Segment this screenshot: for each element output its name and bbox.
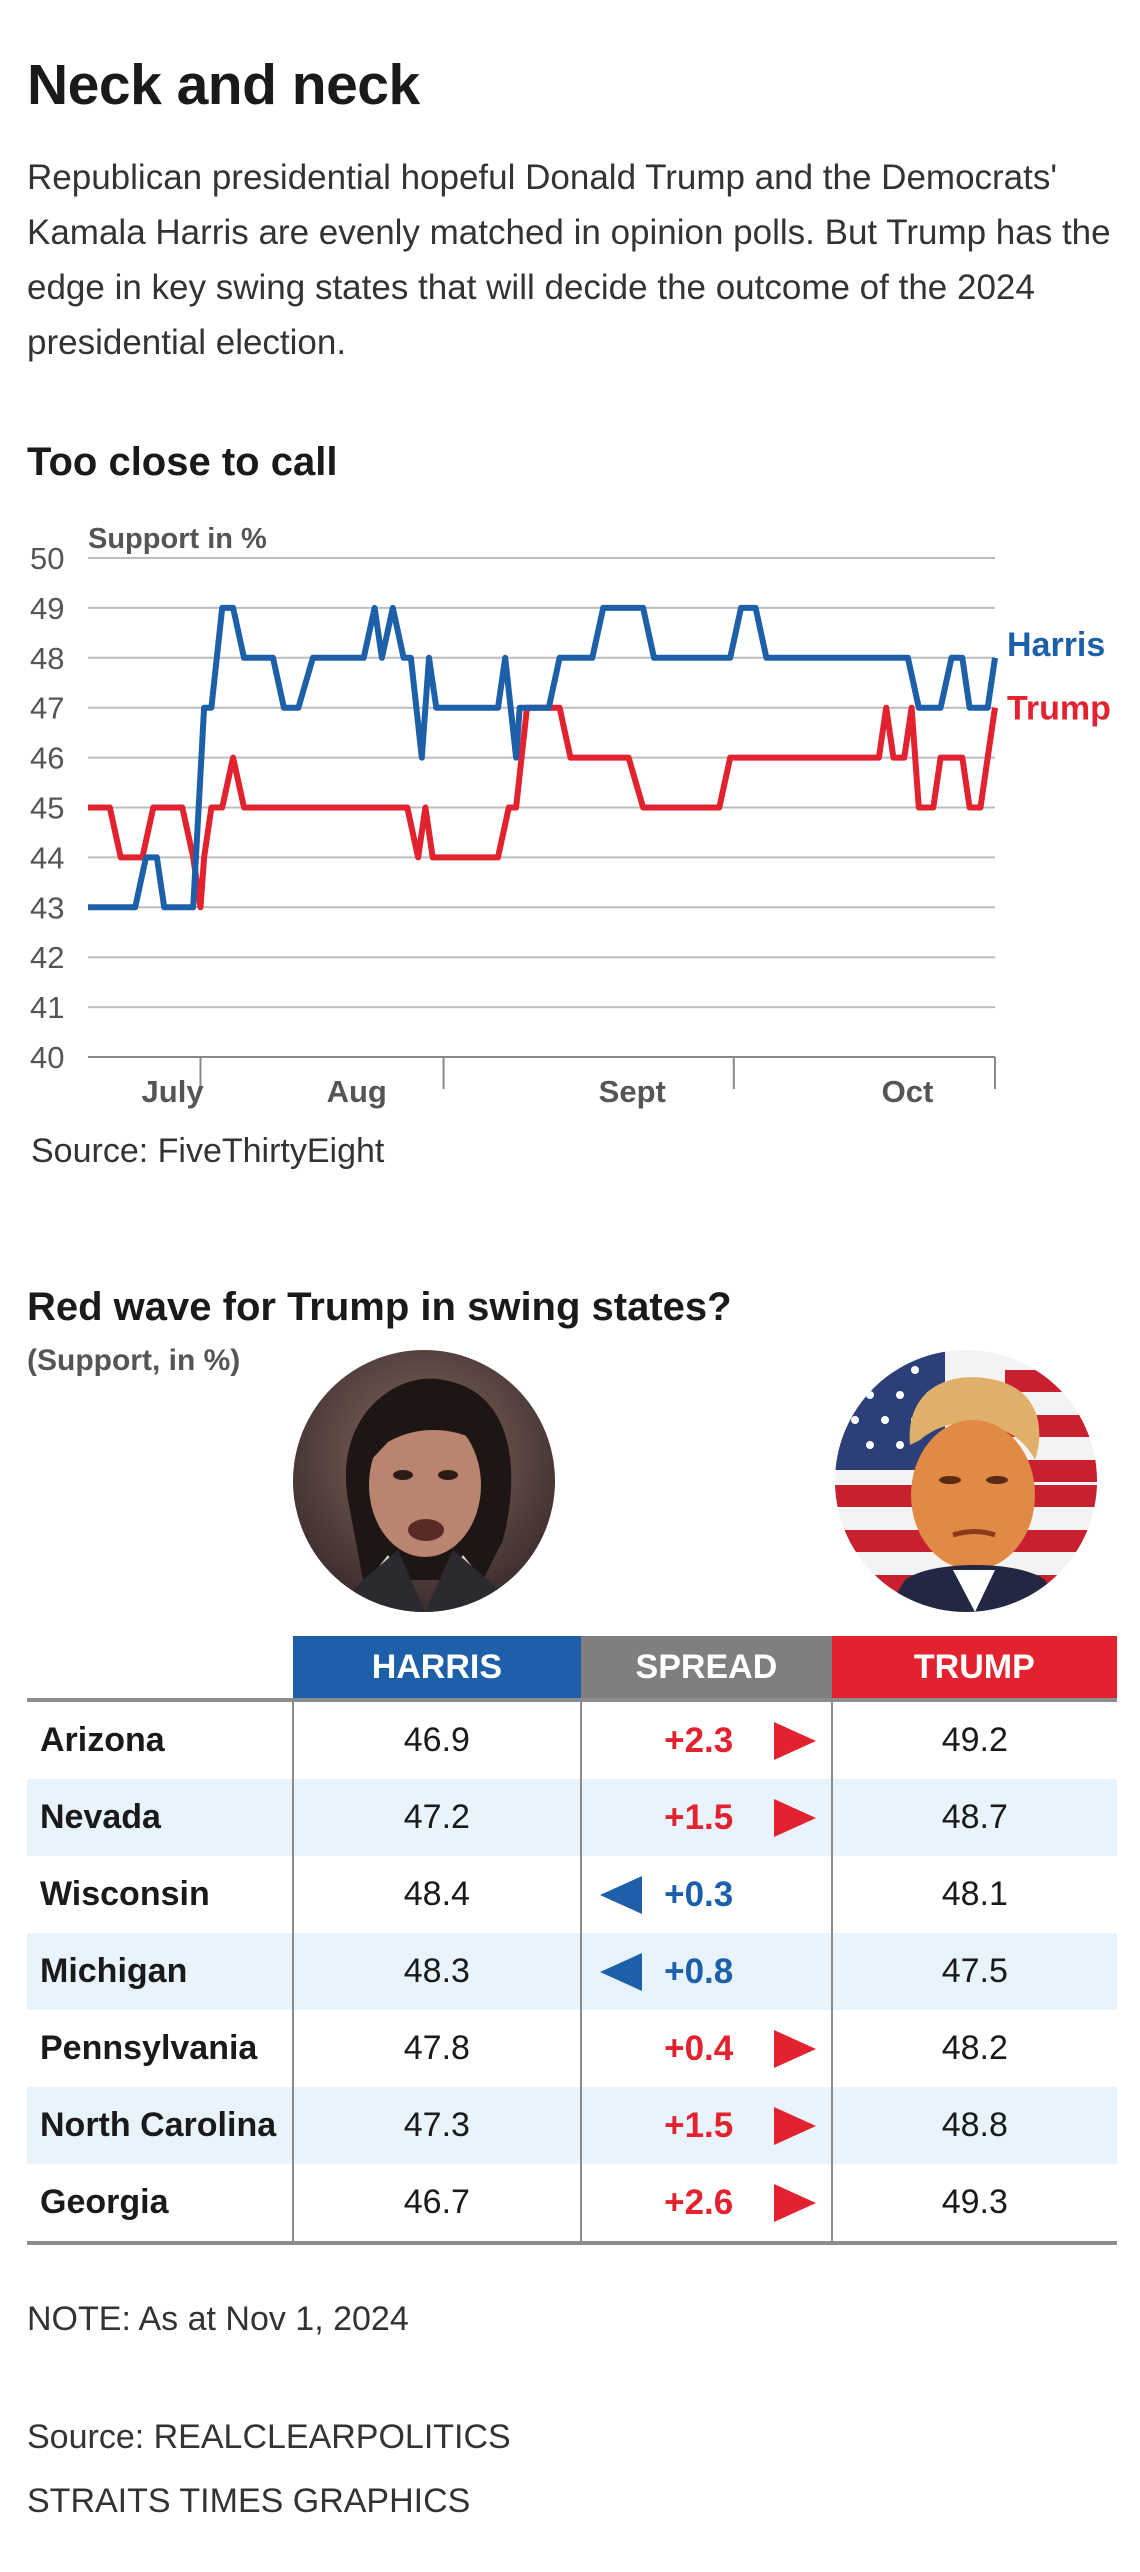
y-tick-label: 46 xyxy=(30,741,64,776)
line-chart-title: Too close to call xyxy=(27,440,338,484)
spread-value: +0.3 xyxy=(664,1874,734,1914)
spread-cell: +0.3 xyxy=(580,1856,832,1933)
trump-value: 48.2 xyxy=(830,2010,1117,2087)
y-tick-label: 40 xyxy=(30,1040,64,1075)
trump-value: 48.1 xyxy=(830,1856,1117,1933)
arrow-right-icon xyxy=(774,2183,817,2222)
table-row: Wisconsin 48.4 +0.3 48.1 xyxy=(27,1856,1117,1933)
table-row: Nevada 47.2 +1.5 48.7 xyxy=(27,1779,1117,1856)
y-axis-label: Support in % xyxy=(88,523,267,555)
spread-cell: +1.5 xyxy=(580,2087,832,2164)
spread-value: +2.3 xyxy=(664,1720,734,1760)
harris-value: 47.3 xyxy=(291,2087,582,2164)
arrow-left-icon xyxy=(600,1952,643,1991)
series-label-trump: Trump xyxy=(1007,690,1111,728)
header-harris: HARRIS xyxy=(292,1636,582,1700)
table-source: Source: REALCLEARPOLITICS xyxy=(27,2418,511,2456)
arrow-left-icon xyxy=(600,1875,643,1914)
table-row: North Carolina 47.3 +1.5 48.8 xyxy=(27,2087,1117,2164)
y-tick-label: 44 xyxy=(30,840,64,875)
table-row: Arizona 46.9 +2.3 49.2 xyxy=(27,1700,1117,1779)
y-tick-label: 50 xyxy=(30,541,64,576)
table-row: Michigan 48.3 +0.8 47.5 xyxy=(27,1933,1117,2010)
harris-value: 46.7 xyxy=(291,2164,582,2243)
spread-value: +1.5 xyxy=(664,1797,734,1837)
y-tick-label: 42 xyxy=(30,940,64,975)
spread-value: +0.8 xyxy=(664,1951,734,1991)
arrow-right-icon xyxy=(774,1721,817,1760)
trump-value: 49.3 xyxy=(830,2164,1117,2243)
spread-value: +0.4 xyxy=(664,2028,734,2068)
y-tick-label: 47 xyxy=(30,691,64,726)
y-tick-label: 41 xyxy=(30,990,64,1025)
series-line-harris xyxy=(88,604,998,911)
swing-states-table: HARRIS SPREAD TRUMP Arizona 46.9 +2.3 49.2 N… xyxy=(27,1636,1117,2245)
trump-portrait xyxy=(835,1350,1097,1612)
harris-value: 47.8 xyxy=(291,2010,582,2087)
trump-value: 48.7 xyxy=(830,1779,1117,1856)
x-tick-label: Aug xyxy=(327,1074,387,1109)
arrow-right-icon xyxy=(774,2029,817,2068)
y-tick-label: 48 xyxy=(30,641,64,676)
table-row: Pennsylvania 47.8 +0.4 48.2 xyxy=(27,2010,1117,2087)
swing-table-title: Red wave for Trump in swing states? xyxy=(27,1285,732,1329)
y-tick-label: 43 xyxy=(30,890,64,925)
x-tick-label: Sept xyxy=(599,1074,666,1109)
header-trump: TRUMP xyxy=(831,1636,1117,1700)
trump-value: 48.8 xyxy=(830,2087,1117,2164)
harris-value: 48.3 xyxy=(291,1933,582,2010)
state-name: Georgia xyxy=(40,2183,169,2221)
header-spread: SPREAD xyxy=(581,1636,832,1700)
state-name: Michigan xyxy=(27,1933,293,2010)
series-label-harris: Harris xyxy=(1007,626,1105,664)
spread-cell: +1.5 xyxy=(580,1779,832,1856)
header-state xyxy=(27,1636,293,1700)
y-tick-label: 45 xyxy=(30,791,64,826)
spread-cell: +0.8 xyxy=(580,1933,832,2010)
intro-text: Republican presidential hopeful Donald T… xyxy=(27,158,1111,362)
spread-cell: +0.4 xyxy=(580,2010,832,2087)
state-name: North Carolina xyxy=(27,2087,293,2164)
harris-value: 48.4 xyxy=(291,1856,582,1933)
chart-source: Source: FiveThirtyEight xyxy=(31,1132,385,1170)
table-header-row: HARRIS SPREAD TRUMP xyxy=(27,1636,1117,1700)
x-tick-label: Oct xyxy=(882,1074,934,1109)
table-row: Georgia 46.7 +2.6 49.3 xyxy=(27,2164,1117,2243)
line-chart: 50 49 48 47 46 45 44 43 42 41 40 Support in % July Au… xyxy=(30,523,1111,1109)
harris-value: 47.2 xyxy=(291,1779,582,1856)
spread-cell: +2.6 xyxy=(580,2164,832,2243)
state-name: Nevada xyxy=(27,1779,293,1856)
spread-cell: +2.3 xyxy=(580,1700,832,1779)
harris-portrait xyxy=(293,1350,555,1612)
x-tick-label: July xyxy=(142,1074,205,1109)
arrow-right-icon xyxy=(774,1798,817,1837)
state-name: Pennsylvania xyxy=(40,2029,258,2067)
swing-table-subtitle: (Support, in %) xyxy=(27,1344,241,1377)
state-name: Wisconsin xyxy=(40,1875,210,1913)
trump-value: 49.2 xyxy=(830,1700,1117,1779)
trump-value: 47.5 xyxy=(830,1933,1117,2010)
spread-value: +2.6 xyxy=(664,2182,734,2222)
y-tick-label: 49 xyxy=(30,591,64,626)
graphics-credit: STRAITS TIMES GRAPHICS xyxy=(27,2482,471,2520)
spread-value: +1.5 xyxy=(664,2105,734,2145)
table-note: NOTE: As at Nov 1, 2024 xyxy=(27,2300,409,2338)
harris-value: 46.9 xyxy=(291,1700,582,1779)
page-title: Neck and neck xyxy=(27,53,420,117)
state-name: Arizona xyxy=(40,1721,165,1759)
arrow-right-icon xyxy=(774,2106,817,2145)
